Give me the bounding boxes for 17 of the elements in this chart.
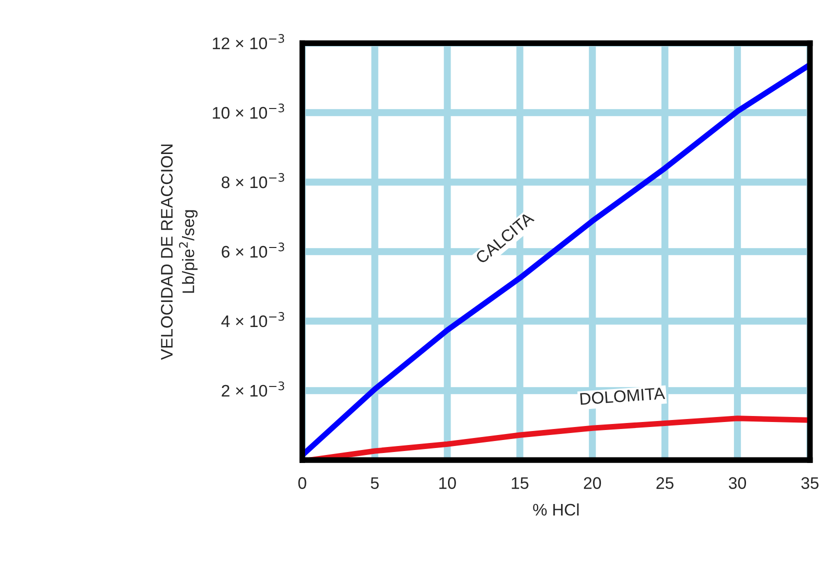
x-tick-label: 15 (512, 477, 528, 489)
x-tick-label: 25 (656, 477, 674, 489)
y-tick-label: 10 × 10$^{−3}$ (212, 104, 284, 119)
y-tick-label: 2 × 10$^{−3}$ (222, 381, 284, 397)
y-tick-label: 8 × 10$^{−3}$ (222, 173, 284, 188)
x-tick-label: 5 (370, 477, 379, 489)
x-tick-label: 10 (439, 477, 456, 489)
series-label: DOLOMITA (580, 387, 666, 405)
x-axis-title: % HCl (533, 503, 579, 516)
y-axis-title: VELOCIDAD DE REACCION Lb/pie$^{2}$/seg (160, 144, 198, 360)
x-tick-label: 30 (728, 477, 746, 489)
x-tick-label: 0 (298, 477, 306, 489)
x-tick-label: 35 (801, 477, 819, 489)
y-tick-label: 4 × 10$^{−3}$ (221, 312, 284, 328)
y-tick-label: 12 × 10$^{−3}$ (212, 34, 284, 50)
y-tick-label: 6 × 10$^{−3}$ (222, 242, 284, 258)
x-tick-label: 20 (584, 477, 601, 489)
